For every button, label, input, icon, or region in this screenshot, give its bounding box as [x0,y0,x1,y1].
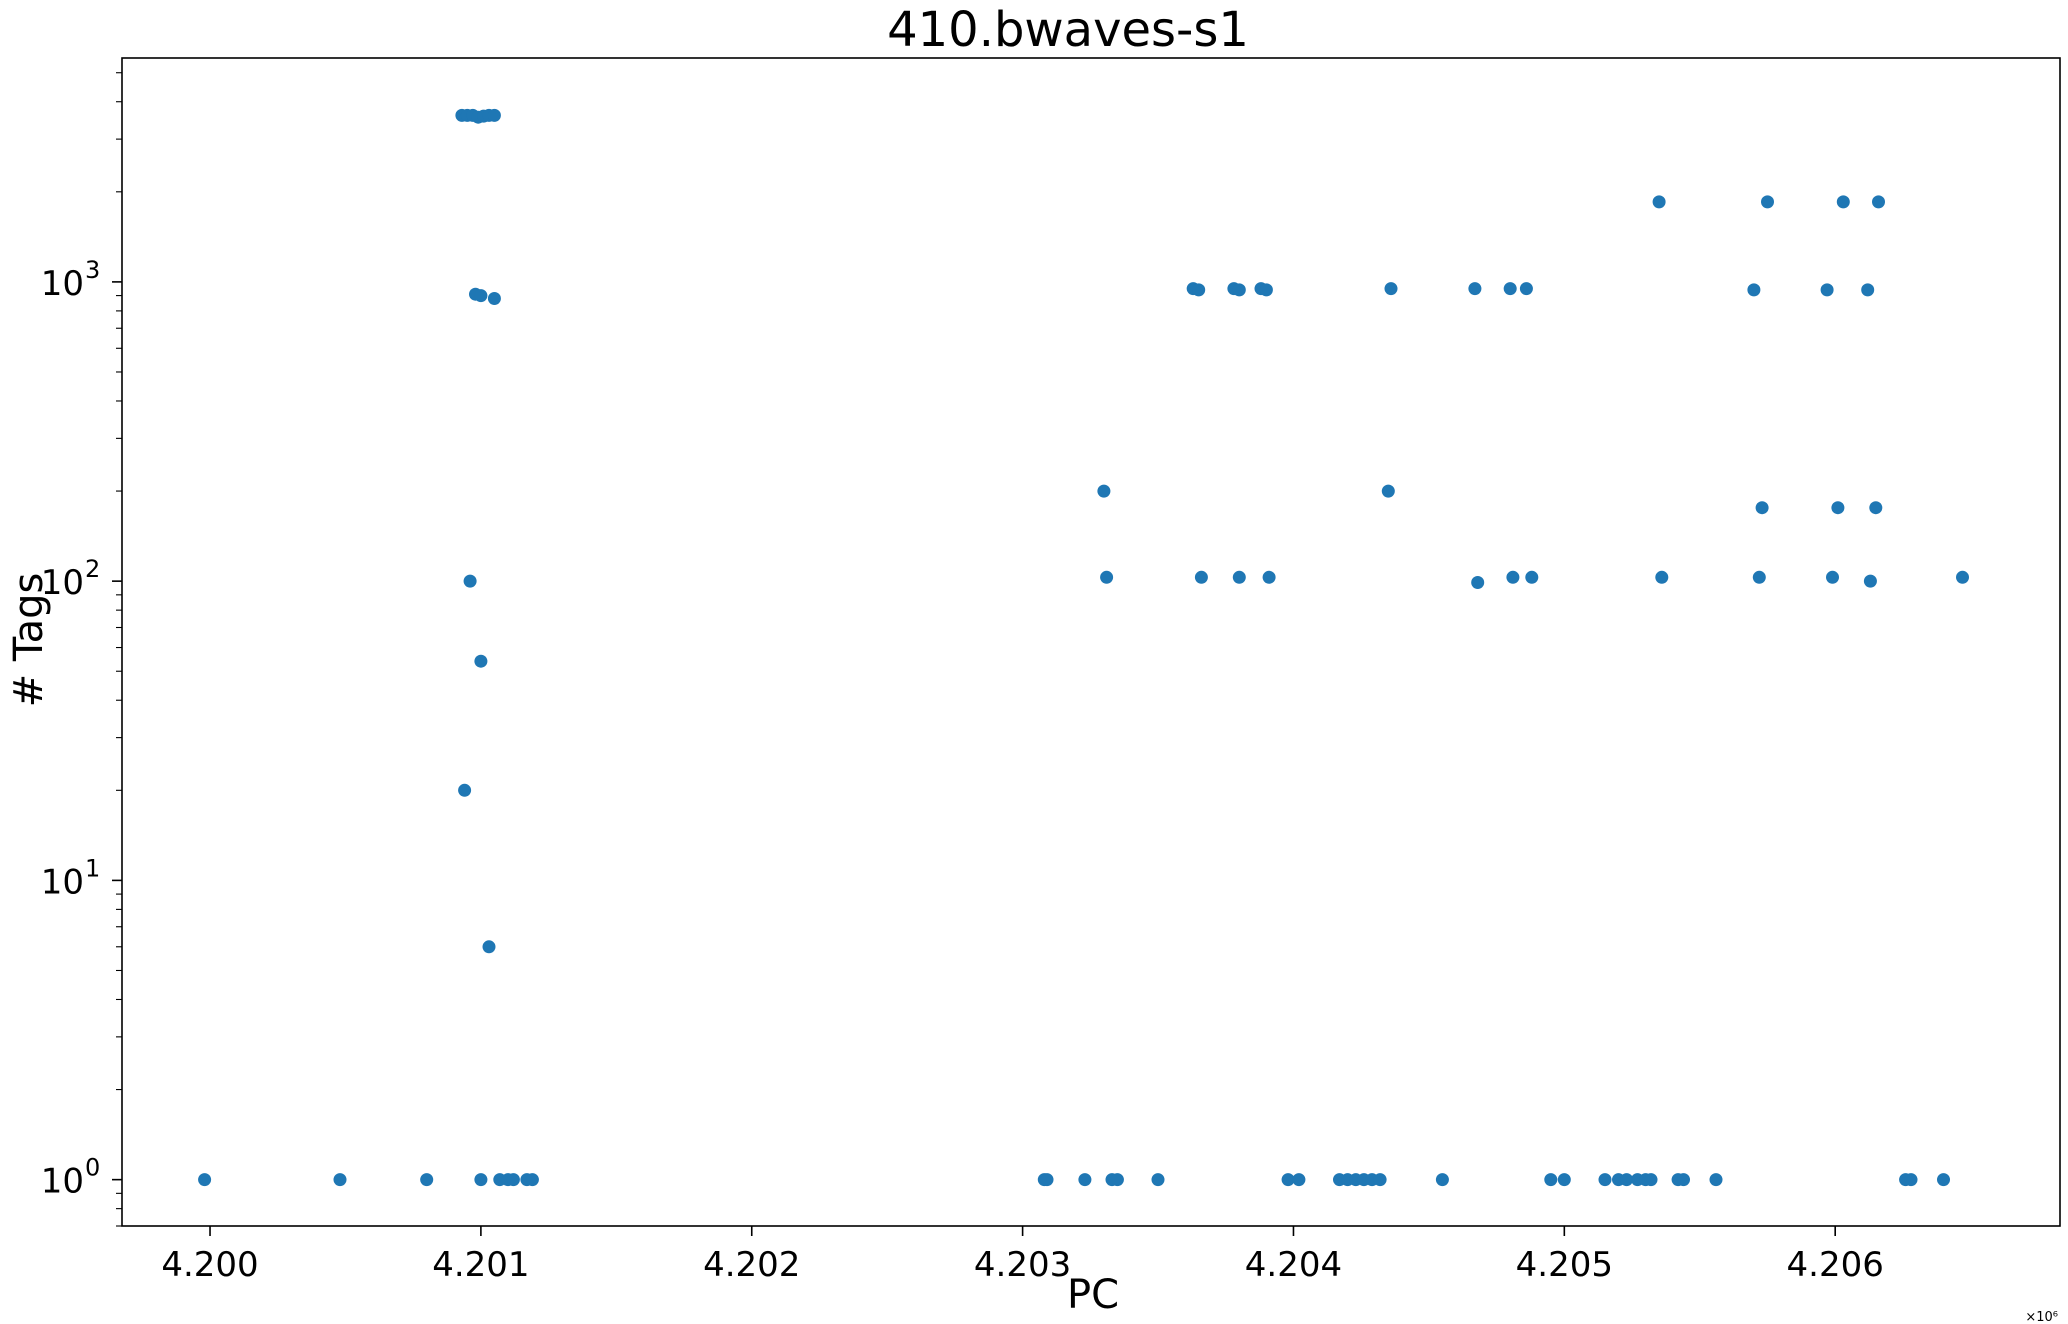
data-point [474,1173,488,1187]
data-point [1519,282,1533,296]
data-point [1468,282,1482,296]
data-point [1872,195,1885,209]
y-tick-exponent: 1 [85,854,100,882]
x-tick-label: 4.203 [974,1245,1071,1285]
y-tick-label: 10 [41,862,84,902]
x-axis-ticks: 4.200 4.201 4.202 4.203 4.204 4.205 4.206 [161,1226,1884,1285]
data-point [1598,1173,1612,1187]
data-point [333,1173,347,1187]
data-point [1677,1173,1690,1187]
data-point [1956,570,1969,584]
data-point [1831,501,1845,515]
data-point [1192,283,1206,297]
data-points [198,108,1969,1187]
data-point [1097,484,1111,498]
y-tick-label: 10 [41,1162,84,1202]
data-point [1904,1173,1918,1187]
data-point [1752,570,1766,584]
y-tick-label: 10 [41,563,84,603]
data-point [1381,484,1395,498]
data-point [1652,195,1666,209]
data-point [1503,282,1517,296]
data-point [1384,282,1398,296]
data-point [474,289,488,303]
data-point [1151,1173,1165,1187]
data-point [1262,570,1276,584]
data-point [1040,1173,1054,1187]
data-point [1292,1173,1306,1187]
data-point [474,654,488,668]
data-point [1232,570,1246,584]
x-axis-label: PC [1067,1272,1119,1318]
data-point [1755,501,1769,515]
data-point [525,1173,539,1187]
data-point [1194,570,1208,584]
data-point [1655,570,1669,584]
data-point [1557,1173,1571,1187]
data-point [1644,1173,1658,1187]
data-point [1471,576,1485,589]
data-point [1110,1173,1124,1187]
data-point [1826,570,1839,584]
data-point [463,574,477,588]
data-point [420,1173,434,1187]
y-tick-label: 10 [41,264,84,304]
y-axis-label: # Tags [6,573,52,708]
data-point [1869,501,1883,515]
data-point [1620,1173,1634,1187]
data-point [1100,570,1114,584]
x-tick-label: 4.204 [1245,1245,1342,1285]
data-point [506,1173,520,1187]
data-point [487,108,501,122]
data-point [1863,574,1877,588]
data-point [1078,1173,1092,1187]
x-tick-label: 4.201 [432,1245,529,1285]
chart-title: 410.bwaves-s1 [887,2,1249,58]
data-point [1937,1173,1950,1187]
data-point [1820,283,1834,297]
data-point [1761,195,1774,209]
data-point [198,1173,212,1187]
data-point [1544,1173,1558,1187]
data-point [1435,1173,1449,1187]
y-tick-exponent: 2 [85,555,100,583]
x-tick-label: 4.200 [161,1245,258,1285]
data-point [1373,1173,1387,1187]
data-point [1836,195,1850,209]
data-point [1525,570,1539,584]
x-tick-label: 4.206 [1787,1245,1884,1285]
data-point [458,783,472,797]
data-point [1232,283,1246,297]
data-point [1747,283,1761,297]
x-tick-label: 4.205 [1516,1245,1613,1285]
data-point [1861,283,1875,297]
axes-frame [121,57,2061,1227]
data-point [487,292,501,305]
data-point [1259,283,1273,297]
data-point [1506,570,1520,584]
data-point [482,940,496,954]
x-tick-label: 4.202 [703,1245,800,1285]
data-point [1709,1173,1723,1187]
y-tick-exponent: 3 [85,256,100,284]
y-tick-exponent: 0 [85,1154,100,1182]
data-point [1281,1173,1295,1187]
x-axis-offset-label: ×10⁶ [2025,1310,2058,1324]
